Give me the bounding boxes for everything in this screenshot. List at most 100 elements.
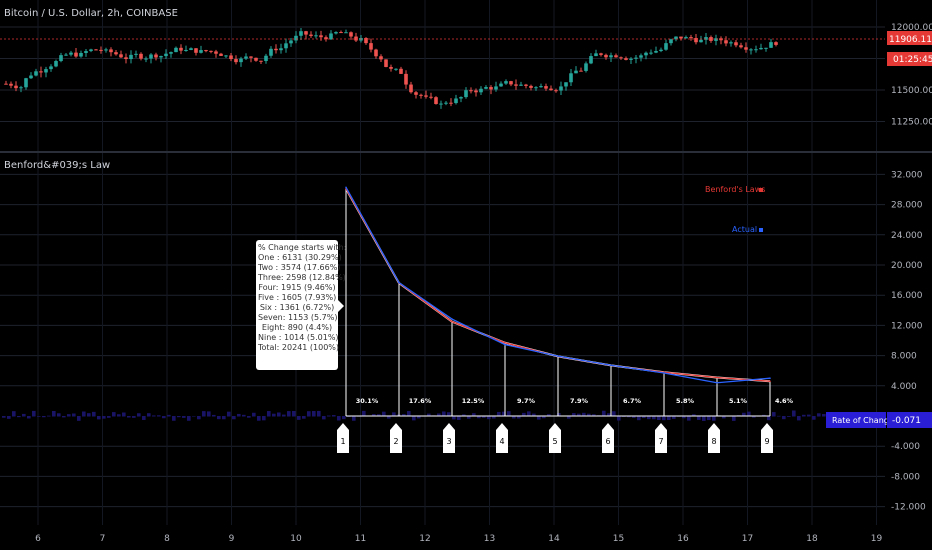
rate-bar — [252, 412, 256, 417]
candle-body — [539, 86, 543, 88]
indicator-title[interactable]: Benford&#039;s Law — [4, 160, 111, 171]
rate-bar — [122, 412, 126, 417]
indicator-tick-label: -4.000 — [891, 442, 920, 452]
rate-bar — [202, 411, 206, 417]
rate-bar — [7, 416, 11, 419]
percent-label: 4.6% — [775, 397, 794, 405]
digit-marker — [337, 423, 349, 453]
rate-bar — [437, 413, 441, 417]
legend-benford-swatch — [759, 188, 763, 192]
time-axis[interactable]: 6 7 8 9 10 11 12 13 14 15 16 17 18 19 — [35, 534, 882, 544]
candle-body — [519, 84, 523, 86]
candle-body — [54, 61, 58, 67]
candle-body — [154, 54, 158, 58]
rate-bar — [752, 416, 756, 418]
candle-body — [344, 32, 348, 34]
digit-marker — [496, 423, 508, 453]
candle-body — [534, 87, 538, 89]
candle-body — [149, 54, 153, 59]
digit-marker-label: 2 — [393, 437, 398, 446]
rate-bar — [487, 416, 491, 420]
rate-bar — [792, 410, 796, 417]
price-tick-label: 11250.000 — [891, 118, 932, 128]
top-chart-title[interactable]: Bitcoin / U.S. Dollar, 2h, COINBASE — [4, 8, 178, 19]
rate-bar — [482, 416, 486, 418]
candle-body — [604, 54, 608, 58]
rate-bar — [707, 416, 711, 421]
rate-bar — [627, 416, 631, 418]
digit-marker — [708, 423, 720, 453]
digit-marker — [443, 423, 455, 453]
rate-bar — [822, 414, 826, 417]
rate-bar — [297, 416, 301, 420]
tooltip-line: One : 6131 (30.29%) — [258, 253, 342, 262]
candle-body — [274, 48, 278, 51]
candle-body — [389, 66, 393, 69]
rate-bar — [107, 416, 111, 418]
rate-bar — [742, 412, 746, 417]
benford-outline — [345, 188, 771, 383]
candle-body — [439, 103, 443, 105]
candle-body — [59, 55, 63, 62]
rate-bar — [477, 416, 481, 419]
benford-point — [716, 376, 718, 379]
price-tick-label: 11500.000 — [891, 86, 932, 96]
rate-bar — [632, 416, 636, 418]
rate-bar — [492, 416, 496, 419]
time-tick-label: 8 — [164, 534, 170, 544]
candle-body — [354, 36, 358, 41]
rate-bar — [217, 416, 221, 420]
candle-body — [184, 49, 188, 51]
digit-marker-label: 1 — [340, 437, 345, 446]
rate-bar — [177, 416, 181, 418]
rate-bar — [307, 411, 311, 417]
rate-bar — [497, 411, 501, 417]
candle-body — [219, 53, 223, 56]
rate-bar — [182, 416, 186, 418]
candle-body — [759, 47, 763, 50]
indicator-tick-label: 4.000 — [891, 382, 917, 392]
price-label: 11906.110 — [889, 35, 932, 45]
rate-bar — [462, 414, 466, 417]
rate-bar — [267, 411, 271, 417]
candle-body — [169, 52, 173, 54]
candle-body — [404, 73, 408, 85]
indicator-tick-label: -12.000 — [891, 503, 926, 513]
indicator-tick-label: 28.000 — [891, 201, 923, 211]
candle-body — [674, 36, 678, 40]
candle-body — [379, 56, 383, 60]
candle-body — [19, 87, 23, 89]
time-tick-label: 11 — [355, 534, 366, 544]
digit-marker-label: 6 — [605, 437, 610, 446]
rate-bar — [12, 411, 16, 417]
candle-body — [624, 58, 628, 60]
digit-marker-label: 5 — [552, 437, 557, 446]
candle-body — [729, 42, 733, 44]
price-tick-label: 12000.000 — [891, 23, 932, 33]
rate-bar — [372, 414, 376, 417]
tooltip-line: Eight: 890 (4.4%) — [261, 323, 333, 332]
candle-body — [104, 49, 108, 51]
rate-bar — [127, 416, 131, 418]
candle-body — [44, 69, 48, 73]
candle-body — [754, 49, 758, 51]
candle-body — [419, 94, 423, 96]
time-tick-label: 18 — [806, 534, 818, 544]
candle-body — [309, 34, 313, 36]
legend-actual-swatch — [759, 228, 763, 232]
candle-body — [744, 47, 748, 50]
rate-bar — [262, 416, 266, 421]
indicator-axis[interactable]: 32.000 28.000 24.000 20.000 16.000 12.000 8.00… — [891, 170, 926, 512]
rate-bar — [772, 412, 776, 417]
rate-bar — [732, 416, 736, 421]
rate-bar — [777, 415, 781, 417]
tooltip-line: Four: 1915 (9.46%) — [258, 283, 336, 292]
rate-bar — [747, 411, 751, 417]
candle-body — [349, 32, 353, 37]
candle-body — [9, 83, 13, 86]
rate-bar — [87, 413, 91, 417]
candle-body — [614, 55, 618, 58]
rate-bar — [642, 416, 646, 419]
candle-body — [239, 58, 243, 63]
